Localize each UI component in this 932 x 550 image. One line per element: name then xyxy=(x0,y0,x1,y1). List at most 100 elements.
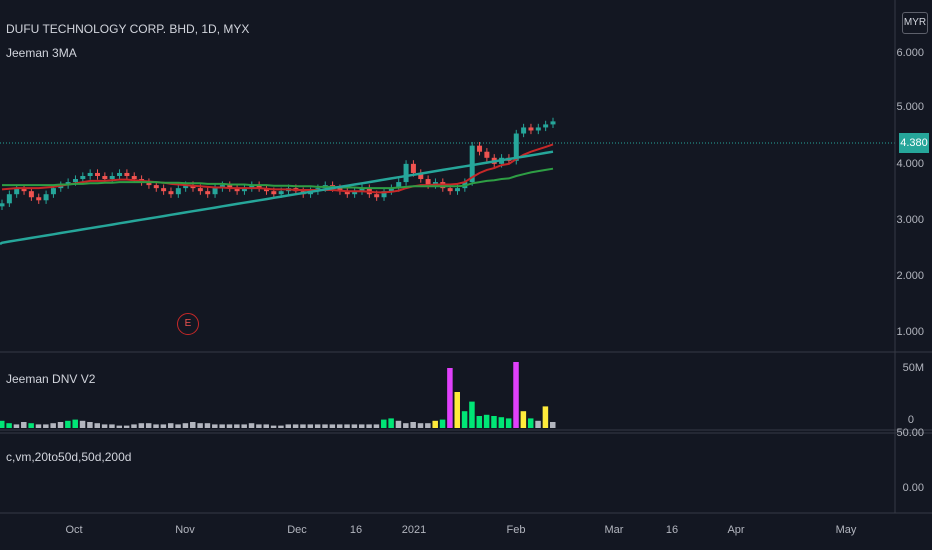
volume-bar xyxy=(432,420,438,428)
candle xyxy=(117,172,123,176)
indicator-main-label[interactable]: Jeeman 3MA xyxy=(6,46,77,60)
candle xyxy=(14,188,20,195)
volume-bar xyxy=(182,423,189,428)
volume-bar xyxy=(469,401,475,428)
candle xyxy=(6,194,12,204)
candle xyxy=(36,197,42,201)
volume-bar xyxy=(483,414,490,428)
candle xyxy=(197,188,203,192)
volume-bar xyxy=(461,411,468,428)
volume-bar xyxy=(300,424,306,428)
indicator-third-label[interactable]: c,vm,20to50d,50d,200d xyxy=(6,450,132,464)
time-tick: 2021 xyxy=(401,524,427,536)
candle xyxy=(131,176,137,180)
candle xyxy=(447,188,453,192)
time-tick: Nov xyxy=(175,524,195,536)
candle xyxy=(418,172,424,180)
candle xyxy=(359,188,365,192)
time-tick: May xyxy=(835,524,857,536)
ma-teal-line xyxy=(0,150,554,246)
volume-bar xyxy=(491,416,497,428)
candle xyxy=(513,133,519,161)
candle xyxy=(227,185,233,189)
volume-bar xyxy=(21,422,27,428)
candle xyxy=(344,191,350,195)
volume-bar xyxy=(167,423,174,428)
candle xyxy=(153,185,159,189)
volume-bar xyxy=(248,423,255,428)
earnings-marker[interactable]: E xyxy=(177,313,199,335)
current-price-badge: 4.380 xyxy=(899,133,929,153)
candle xyxy=(396,182,402,189)
volume-bar xyxy=(344,424,350,428)
volume-bar xyxy=(79,420,86,428)
candle xyxy=(21,188,27,192)
volume-bar xyxy=(101,424,108,428)
volume-bar xyxy=(50,423,56,428)
time-tick: 16 xyxy=(349,524,363,536)
candle xyxy=(543,124,549,128)
currency-button[interactable]: MYR xyxy=(902,12,928,34)
candle xyxy=(403,163,409,183)
candle xyxy=(535,127,541,131)
volume-bar xyxy=(358,424,365,428)
volume-bar xyxy=(329,424,336,428)
candle xyxy=(550,121,556,125)
volume-bar xyxy=(447,368,453,428)
candle xyxy=(146,182,152,186)
volume-bar xyxy=(234,424,240,428)
candle xyxy=(410,163,416,173)
candle xyxy=(102,176,108,180)
volume-bar xyxy=(72,419,78,428)
volume-bar xyxy=(87,422,93,428)
volume-bar xyxy=(43,424,49,428)
volume-bar xyxy=(513,362,519,428)
volume-bar xyxy=(454,392,460,428)
volume-tick: 0 xyxy=(907,414,914,426)
volume-bar xyxy=(256,424,262,428)
candle xyxy=(95,172,101,176)
third-tick: 0.00 xyxy=(902,482,924,494)
volume-bar xyxy=(425,423,431,428)
time-tick: 16 xyxy=(665,524,679,536)
volume-bar xyxy=(410,422,416,428)
volume-bar xyxy=(403,423,409,428)
price-tick: 3.000 xyxy=(896,214,924,226)
volume-bar xyxy=(241,424,247,428)
ma-red-line xyxy=(1,143,554,194)
volume-bar xyxy=(65,420,71,428)
volume-bar xyxy=(153,424,159,428)
volume-bar xyxy=(498,417,505,428)
candle xyxy=(72,179,78,183)
volume-bar xyxy=(123,425,130,428)
candle xyxy=(87,172,93,176)
candle xyxy=(175,188,181,195)
volume-bar xyxy=(57,422,64,428)
time-tick: Apr xyxy=(727,524,745,536)
volume-bar xyxy=(197,423,203,428)
volume-bar xyxy=(212,424,218,428)
volume-bar xyxy=(292,424,299,428)
candle xyxy=(425,179,431,186)
volume-bar xyxy=(520,411,527,428)
volume-bar xyxy=(527,418,534,428)
volume-bar xyxy=(366,424,372,428)
symbol-title[interactable]: DUFU TECHNOLOGY CORP. BHD, 1D, MYX xyxy=(6,22,250,36)
volume-bar xyxy=(351,424,358,428)
volume-bar xyxy=(116,425,123,428)
volume-bar xyxy=(13,424,20,428)
price-tick: 1.000 xyxy=(896,326,924,338)
indicator-volume-label[interactable]: Jeeman DNV V2 xyxy=(6,372,96,386)
volume-bar xyxy=(542,406,549,428)
volume-bar xyxy=(138,423,145,428)
candle xyxy=(256,185,262,189)
candle xyxy=(234,188,240,192)
candle xyxy=(484,151,490,158)
candle xyxy=(352,191,358,195)
candle xyxy=(212,188,218,195)
volume-bar xyxy=(550,422,556,428)
candle xyxy=(521,127,527,134)
volume-bar xyxy=(94,423,101,428)
volume-bar xyxy=(6,423,12,428)
